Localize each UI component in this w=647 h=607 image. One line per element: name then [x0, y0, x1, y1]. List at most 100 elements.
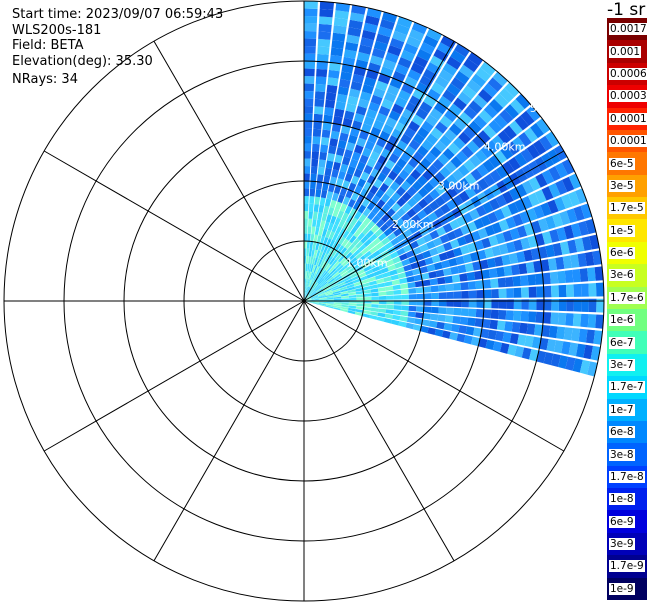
ray-gate	[538, 218, 549, 232]
ray-gate	[446, 174, 458, 186]
ray-gate	[412, 324, 422, 332]
ray-gate	[345, 232, 354, 241]
ray-gate	[333, 303, 342, 307]
ray-gate	[491, 245, 502, 257]
ray-gate	[315, 275, 321, 283]
ray-gate	[398, 169, 410, 180]
ray-gate	[407, 311, 416, 318]
ray-gate	[359, 275, 368, 282]
ray-gate	[453, 282, 462, 291]
ray-gate	[473, 218, 485, 230]
ray-gate	[317, 292, 326, 297]
ray-gate	[327, 207, 335, 216]
ray-gate	[408, 255, 418, 264]
ray-gate	[342, 249, 350, 257]
ray-gate	[416, 306, 424, 313]
ray-gate	[341, 259, 350, 267]
ray-gate	[431, 292, 439, 300]
ray-gate	[351, 4, 366, 15]
ray-gate	[446, 56, 462, 70]
ray-gate	[308, 263, 312, 272]
ray-gate	[504, 321, 513, 332]
ray-gate	[506, 299, 514, 310]
colorbar-tick-label: 6e-5	[609, 157, 635, 170]
ray-gate	[502, 191, 514, 204]
ray-gate	[524, 335, 534, 348]
ray-gate	[370, 94, 383, 106]
ray-gate	[314, 91, 326, 100]
ray-gate	[369, 55, 384, 66]
ray-gate	[505, 216, 517, 229]
ray-gate	[356, 269, 365, 276]
ray-gate	[475, 205, 487, 217]
ray-gate	[579, 359, 591, 375]
ray-gate	[476, 289, 484, 299]
ray-gate	[356, 137, 367, 148]
ray-gate	[453, 307, 462, 316]
ray-gate	[326, 299, 334, 301]
ray-gate	[332, 232, 339, 242]
ray-gate	[406, 276, 415, 283]
ray-gate	[475, 67, 491, 82]
ray-gate	[399, 253, 408, 261]
ray-gate	[378, 262, 388, 270]
ray-gate	[314, 98, 325, 107]
ray-gate	[561, 159, 575, 175]
colorbar-tick-label: 6e-8	[609, 426, 635, 439]
ray-gate	[545, 131, 560, 148]
ray-gate	[557, 270, 566, 284]
ray-gate	[376, 316, 385, 322]
ray-gate	[381, 203, 391, 213]
ray-gate	[310, 295, 319, 299]
ray-gate	[528, 299, 537, 310]
ray-gate	[358, 223, 367, 232]
ray-gate	[323, 245, 329, 254]
ray-gate	[532, 139, 547, 155]
ray-gate	[414, 280, 424, 288]
ray-gate	[561, 341, 571, 355]
ray-gate	[587, 314, 597, 329]
ray-gate	[346, 34, 360, 45]
ray-gate	[327, 255, 334, 264]
ring-label: 5.	[530, 102, 541, 115]
ray-gate	[348, 292, 357, 296]
ray-gate	[526, 323, 536, 335]
ray-gate	[400, 310, 409, 317]
ray-gate	[391, 103, 404, 115]
ray-gate	[371, 292, 379, 297]
ray-gate	[333, 185, 342, 195]
ray-gate	[483, 124, 497, 139]
ray-gate	[340, 308, 349, 313]
ray-gate	[318, 159, 326, 168]
ray-gate	[477, 178, 489, 191]
ray-gate	[306, 286, 310, 295]
ray-gate	[439, 234, 450, 244]
ring-label: 2.00km	[392, 218, 434, 231]
ray-gate	[556, 326, 566, 340]
ray-gate	[320, 280, 327, 287]
ray-gate	[392, 164, 403, 175]
ray-gate	[344, 241, 352, 250]
ray-gate	[415, 312, 424, 319]
ray-gate	[458, 325, 468, 334]
ray-gate	[392, 256, 402, 264]
ray-gate	[570, 223, 582, 238]
ray-gate	[352, 237, 361, 246]
ray-gate	[344, 172, 353, 183]
ray-gate	[474, 270, 483, 280]
ray-gate	[349, 208, 358, 217]
ray-gate	[482, 159, 495, 173]
ray-gate	[423, 306, 432, 313]
ray-gate	[536, 299, 544, 311]
ray-gate	[363, 181, 373, 192]
ray-gate	[401, 108, 415, 120]
ray-gate	[534, 273, 544, 285]
ray-gate	[488, 154, 501, 169]
ray-gate	[430, 313, 439, 321]
ray-gate	[513, 299, 522, 310]
ray-gate	[324, 99, 336, 109]
ray-gate	[443, 322, 453, 331]
ray-gate	[363, 250, 372, 259]
ray-gate	[316, 288, 324, 294]
ray-gate	[423, 193, 435, 205]
